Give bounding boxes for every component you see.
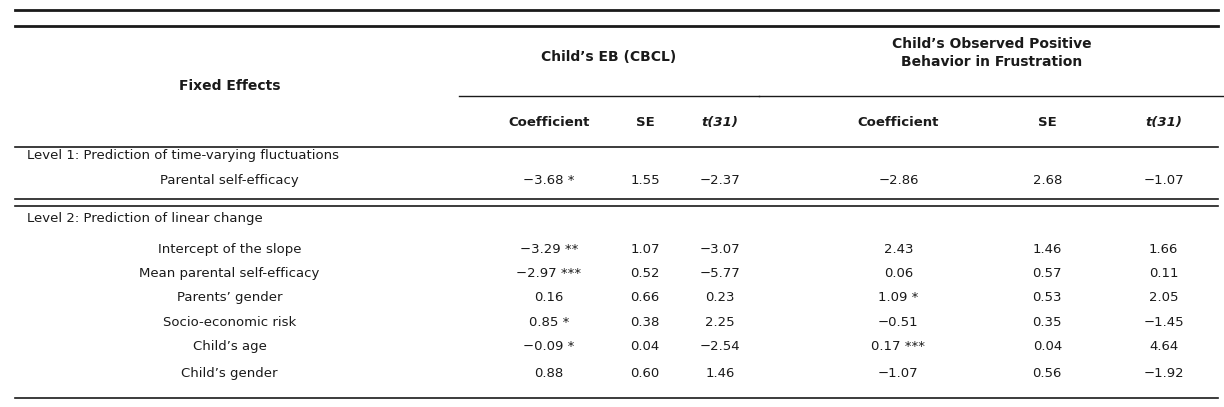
Text: −1.45: −1.45 bbox=[1143, 316, 1184, 329]
Text: Coefficient: Coefficient bbox=[508, 116, 590, 129]
Text: Socio-economic risk: Socio-economic risk bbox=[163, 316, 296, 329]
Text: Child’s gender: Child’s gender bbox=[181, 367, 278, 380]
Text: Mean parental self-efficacy: Mean parental self-efficacy bbox=[140, 267, 319, 280]
Text: 2.43: 2.43 bbox=[884, 243, 913, 256]
Text: 0.16: 0.16 bbox=[535, 291, 563, 304]
Text: 0.35: 0.35 bbox=[1033, 316, 1062, 329]
Text: Level 2: Prediction of linear change: Level 2: Prediction of linear change bbox=[27, 212, 263, 225]
Text: Child’s EB (CBCL): Child’s EB (CBCL) bbox=[541, 50, 677, 64]
Text: 0.04: 0.04 bbox=[630, 340, 660, 353]
Text: −2.97 ***: −2.97 *** bbox=[517, 267, 581, 280]
Text: Parental self-efficacy: Parental self-efficacy bbox=[160, 174, 299, 187]
Text: 0.66: 0.66 bbox=[630, 291, 660, 304]
Text: 1.55: 1.55 bbox=[630, 174, 660, 187]
Text: Coefficient: Coefficient bbox=[858, 116, 939, 129]
Text: −3.07: −3.07 bbox=[700, 243, 741, 256]
Text: Intercept of the slope: Intercept of the slope bbox=[158, 243, 301, 256]
Text: −2.54: −2.54 bbox=[700, 340, 741, 353]
Text: 0.56: 0.56 bbox=[1033, 367, 1062, 380]
Text: Child’s age: Child’s age bbox=[192, 340, 267, 353]
Text: −3.29 **: −3.29 ** bbox=[520, 243, 578, 256]
Text: t(31): t(31) bbox=[701, 116, 738, 129]
Text: Parents’ gender: Parents’ gender bbox=[176, 291, 283, 304]
Text: 0.38: 0.38 bbox=[630, 316, 660, 329]
Text: 0.11: 0.11 bbox=[1149, 267, 1179, 280]
Text: 0.17 ***: 0.17 *** bbox=[871, 340, 925, 353]
Text: SE: SE bbox=[1038, 116, 1056, 129]
Text: 1.66: 1.66 bbox=[1149, 243, 1179, 256]
Text: 1.46: 1.46 bbox=[1033, 243, 1062, 256]
Text: Level 1: Prediction of time-varying fluctuations: Level 1: Prediction of time-varying fluc… bbox=[27, 149, 339, 162]
Text: 2.25: 2.25 bbox=[705, 316, 734, 329]
Text: −0.51: −0.51 bbox=[878, 316, 919, 329]
Text: 4.64: 4.64 bbox=[1149, 340, 1179, 353]
Text: −1.07: −1.07 bbox=[1143, 174, 1184, 187]
Text: 0.52: 0.52 bbox=[630, 267, 660, 280]
Text: Fixed Effects: Fixed Effects bbox=[179, 79, 280, 94]
Text: 2.68: 2.68 bbox=[1033, 174, 1062, 187]
Text: SE: SE bbox=[635, 116, 655, 129]
Text: −1.07: −1.07 bbox=[878, 367, 919, 380]
Text: 0.04: 0.04 bbox=[1033, 340, 1062, 353]
Text: 0.60: 0.60 bbox=[630, 367, 660, 380]
Text: t(31): t(31) bbox=[1146, 116, 1182, 129]
Text: −1.92: −1.92 bbox=[1143, 367, 1184, 380]
Text: −3.68 *: −3.68 * bbox=[523, 174, 575, 187]
Text: 0.85 *: 0.85 * bbox=[529, 316, 569, 329]
Text: −5.77: −5.77 bbox=[700, 267, 741, 280]
Text: 2.05: 2.05 bbox=[1149, 291, 1179, 304]
Text: 0.23: 0.23 bbox=[705, 291, 734, 304]
Text: 1.46: 1.46 bbox=[705, 367, 734, 380]
Text: 1.07: 1.07 bbox=[630, 243, 660, 256]
Text: −2.86: −2.86 bbox=[878, 174, 919, 187]
Text: Child’s Observed Positive
Behavior in Frustration: Child’s Observed Positive Behavior in Fr… bbox=[891, 37, 1092, 68]
Text: −0.09 *: −0.09 * bbox=[524, 340, 574, 353]
Text: −2.37: −2.37 bbox=[700, 174, 741, 187]
Text: 1.09 *: 1.09 * bbox=[879, 291, 918, 304]
Text: 0.88: 0.88 bbox=[535, 367, 563, 380]
Text: 0.57: 0.57 bbox=[1033, 267, 1062, 280]
Text: 0.06: 0.06 bbox=[884, 267, 913, 280]
Text: 0.53: 0.53 bbox=[1033, 291, 1062, 304]
